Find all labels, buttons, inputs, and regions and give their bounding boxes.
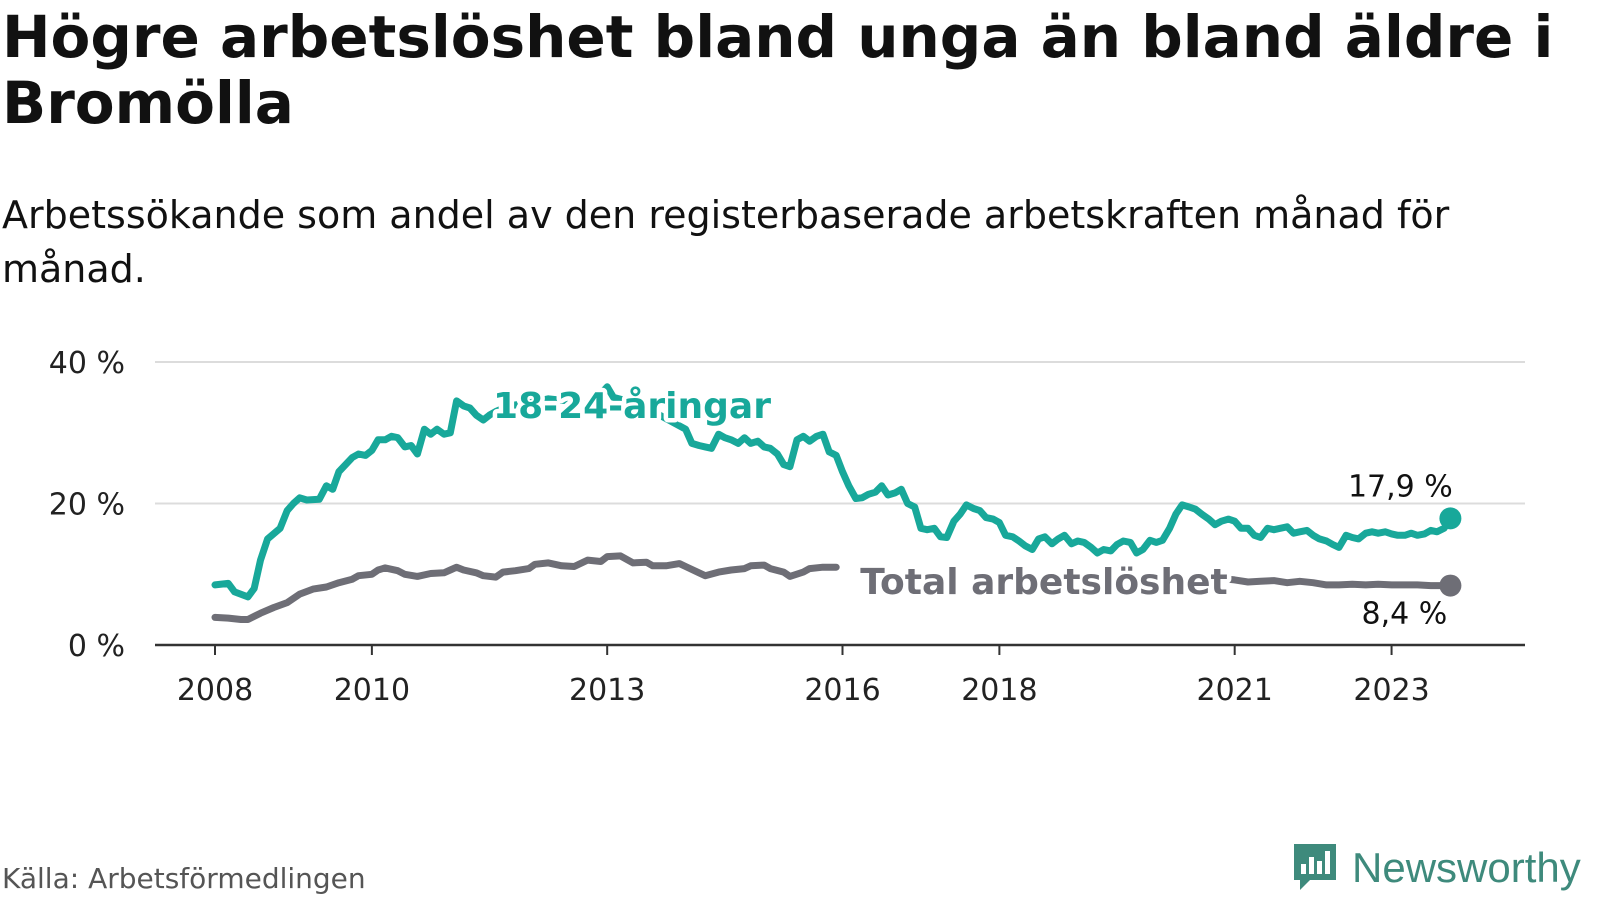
series-label-young: 18-24-åringar xyxy=(493,386,771,427)
end-label-young: 17,9 % xyxy=(1348,469,1453,504)
end-point-young xyxy=(1439,507,1462,530)
series-line-young xyxy=(211,383,1454,601)
grid-lines xyxy=(155,361,1525,505)
series-label-total: Total arbetslöshet xyxy=(860,562,1228,603)
y-tick-label: 40 % xyxy=(49,346,125,381)
axes xyxy=(155,643,1525,655)
y-tick-labels: 0 % 20 % 40 % xyxy=(49,346,125,664)
x-tick-label: 2010 xyxy=(334,673,410,708)
series-lines xyxy=(211,383,1454,623)
chart-subtitle: Arbetssökande som andel av den registerb… xyxy=(2,193,1450,291)
line-chart: 0 % 20 % 40 % 2008 2010 2013 2016 2018 2021 2023… xyxy=(49,346,1525,708)
newsworthy-logo-icon xyxy=(1294,844,1336,890)
source-text: Källa: Arbetsförmedlingen xyxy=(2,862,366,895)
newsworthy-logo[interactable]: Newsworthy xyxy=(1290,842,1581,894)
x-tick-label: 2021 xyxy=(1197,673,1273,708)
x-tick-label: 2023 xyxy=(1353,673,1429,708)
newsworthy-logo-text: Newsworthy xyxy=(1352,844,1581,891)
end-markers: 17,9 % 8,4 % xyxy=(1348,469,1462,632)
x-tick-label: 2016 xyxy=(804,673,880,708)
chart-title: Högre arbetslöshet bland unga än bland ä… xyxy=(2,3,1554,137)
x-tick-label: 2018 xyxy=(961,673,1037,708)
end-label-total: 8,4 % xyxy=(1362,597,1448,632)
y-tick-label: 20 % xyxy=(49,488,125,523)
x-tick-label: 2013 xyxy=(569,673,645,708)
series-line-total xyxy=(1192,573,1454,590)
series-line-total xyxy=(211,552,840,623)
series-labels: 18-24-åringar Total arbetslöshet xyxy=(489,382,1233,608)
x-tick-label: 2008 xyxy=(177,673,253,708)
end-point-total xyxy=(1439,574,1462,597)
x-tick-labels: 2008 2010 2013 2016 2018 2021 2023 xyxy=(177,673,1430,708)
y-tick-label: 0 % xyxy=(68,629,125,664)
